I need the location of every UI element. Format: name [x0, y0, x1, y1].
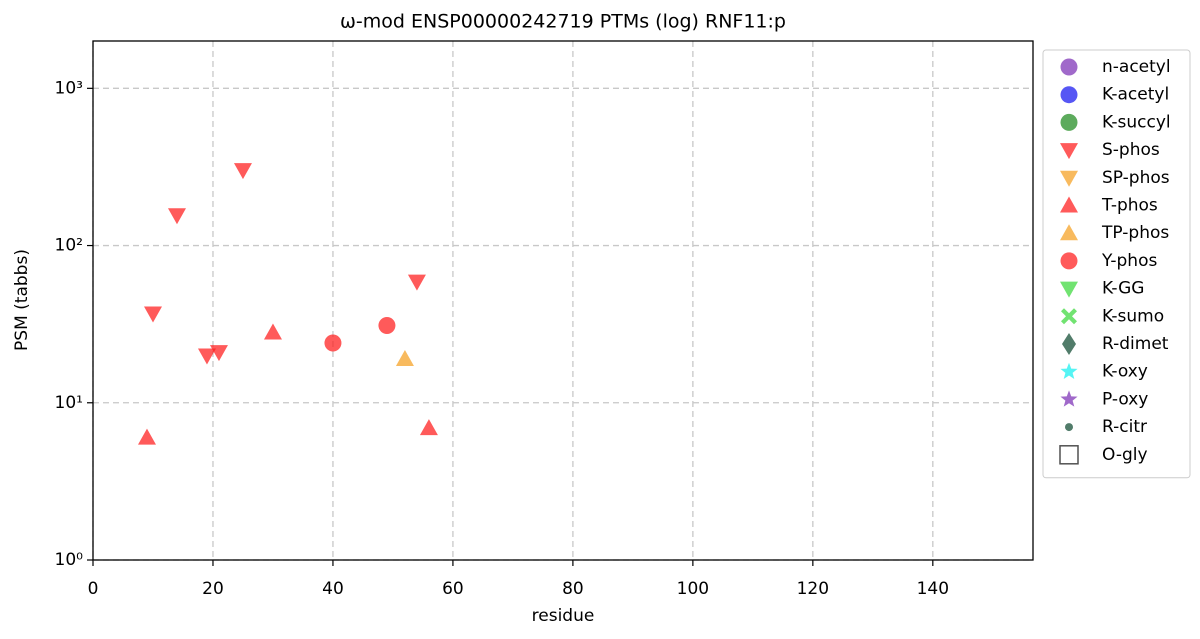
- legend-label: T-phos: [1101, 196, 1158, 216]
- x-tick-label: 0: [88, 579, 99, 599]
- marker: [1060, 224, 1078, 241]
- y-tick-label: 10⁰: [55, 550, 84, 570]
- x-tick-label: 100: [677, 579, 709, 599]
- x-tick-label: 60: [442, 579, 464, 599]
- marker: [395, 349, 414, 366]
- marker: [167, 208, 186, 225]
- marker: [407, 274, 426, 291]
- legend-box: [1042, 49, 1191, 479]
- y-axis-title: PSM (tabbs): [12, 249, 32, 351]
- marker: [1060, 58, 1078, 76]
- marker: [197, 348, 216, 365]
- marker: [1065, 423, 1073, 432]
- legend-label: O-gly: [1102, 445, 1148, 465]
- legend-label: K-sumo: [1102, 306, 1164, 326]
- marker: [419, 419, 438, 436]
- legend-label: K-oxy: [1102, 362, 1148, 382]
- marker: [1060, 362, 1078, 379]
- legend-label: K-GG: [1102, 279, 1144, 299]
- legend-label: R-dimet: [1102, 334, 1169, 354]
- marker: [1060, 390, 1078, 407]
- marker: [324, 334, 342, 352]
- chart-title: ω-mod ENSP00000242719 PTMs (log) RNF11:p: [340, 11, 786, 33]
- legend-label: SP-phos: [1102, 168, 1170, 188]
- marker: [1062, 333, 1076, 355]
- legend-label: TP-phos: [1101, 223, 1169, 243]
- legend-label: Y-phos: [1101, 251, 1157, 271]
- marker: [1060, 143, 1078, 160]
- legend-label: R-citr: [1102, 417, 1147, 437]
- marker: [209, 345, 228, 362]
- marker: [1060, 170, 1078, 187]
- y-tick-label: 10¹: [55, 393, 83, 413]
- x-axis-title: residue: [532, 606, 595, 626]
- marker: [143, 306, 162, 323]
- legend-label: K-acetyl: [1102, 85, 1169, 105]
- marker: [1060, 252, 1078, 270]
- marker: [1059, 445, 1079, 465]
- marker: [233, 163, 252, 180]
- x-tick-label: 40: [322, 579, 344, 599]
- plot-frame: [92, 40, 1034, 561]
- marker: [1060, 113, 1078, 131]
- x-tick-label: 20: [202, 579, 224, 599]
- x-tick-label: 140: [917, 579, 949, 599]
- marker: [137, 428, 156, 445]
- x-tick-label: 80: [562, 579, 584, 599]
- y-tick-label: 10³: [55, 78, 83, 98]
- y-tick-label: 10²: [55, 236, 83, 256]
- legend-label: K-succyl: [1102, 112, 1171, 132]
- legend-label: S-phos: [1102, 140, 1160, 160]
- marker: [1061, 308, 1077, 325]
- marker: [1060, 281, 1078, 298]
- x-tick-label: 120: [797, 579, 829, 599]
- marker: [378, 317, 396, 335]
- marker: [1060, 196, 1078, 213]
- legend-label: P-oxy: [1102, 389, 1148, 409]
- legend-label: n-acetyl: [1102, 57, 1171, 77]
- marker: [263, 323, 282, 340]
- marker: [1060, 86, 1078, 104]
